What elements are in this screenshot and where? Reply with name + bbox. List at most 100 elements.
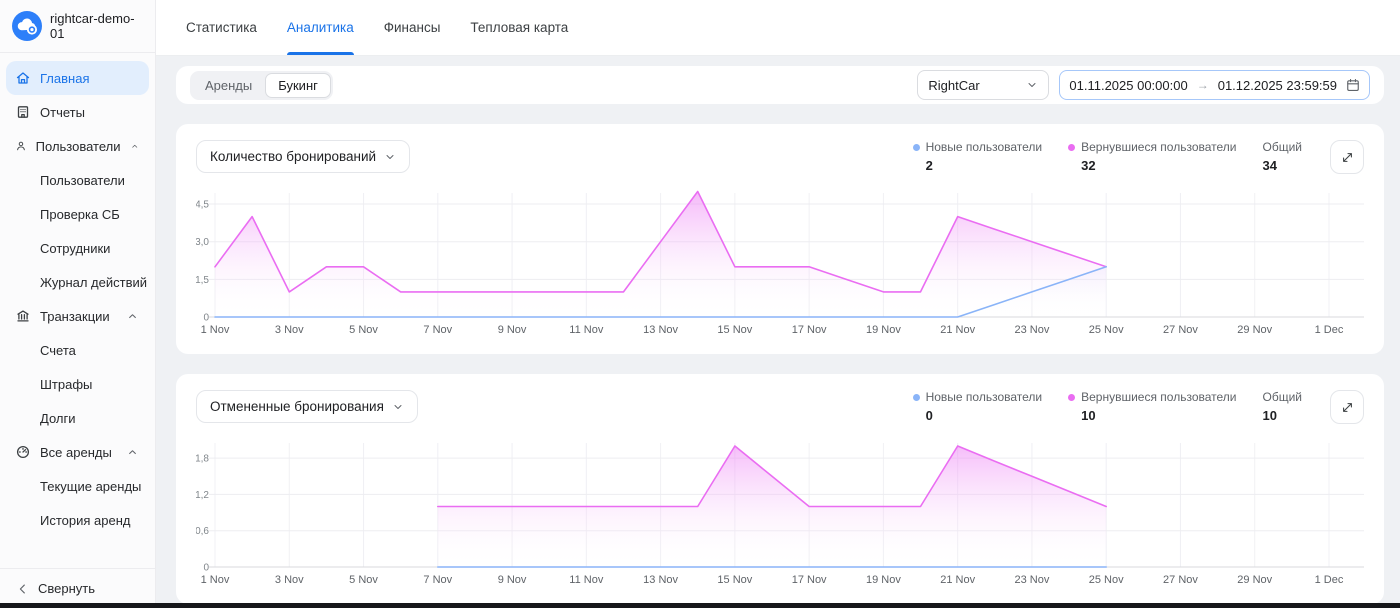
svg-text:1 Nov: 1 Nov: [201, 574, 230, 586]
legend-dot-returning: [1068, 393, 1076, 401]
sidebar-nav: Главная Отчеты Пользователи Пользователи Про…: [0, 53, 155, 568]
chart-card-1: Отмененные бронирования Новые пользовател…: [176, 374, 1384, 604]
legend-value: 32: [1081, 158, 1096, 173]
chart-metric-select[interactable]: Отмененные бронирования: [196, 390, 418, 423]
svg-text:7 Nov: 7 Nov: [423, 574, 452, 586]
sidebar-item-транзакции[interactable]: Транзакции: [6, 299, 149, 333]
date-range-start: 01.11.2025 00:00:00: [1069, 77, 1188, 93]
series-area-returning: [437, 446, 1107, 567]
legend-value: 34: [1262, 158, 1277, 173]
expand-chart-button[interactable]: [1330, 140, 1364, 174]
sidebar-subitem-сотрудники[interactable]: Сотрудники: [40, 240, 111, 256]
svg-text:9 Nov: 9 Nov: [498, 574, 527, 586]
expand-icon: [1342, 402, 1352, 412]
svg-text:23 Nov: 23 Nov: [1015, 574, 1050, 586]
sidebar-item-label: Отчеты: [40, 104, 85, 120]
tab-bar: Статистика Аналитика Финансы Тепловая карта: [156, 0, 1400, 56]
svg-text:29 Nov: 29 Nov: [1237, 574, 1272, 586]
legend-item-new: Новые пользователи 0: [912, 390, 1042, 423]
legend-label: Общий: [1262, 140, 1303, 154]
sidebar-subitem-журнал-действий[interactable]: Журнал действий: [40, 274, 148, 290]
segment-option-букинг[interactable]: Букинг: [265, 72, 331, 98]
company-select[interactable]: RightCar: [917, 70, 1050, 100]
users-icon: [17, 141, 25, 151]
svg-text:27 Nov: 27 Nov: [1163, 574, 1198, 586]
legend-dot-returning: [1068, 143, 1076, 151]
legend-item-total: Общий 34: [1263, 140, 1303, 173]
svg-text:7 Nov: 7 Nov: [423, 324, 452, 336]
svg-text:0,6: 0,6: [196, 526, 209, 537]
bottom-edge-strip: [0, 603, 1400, 608]
main-area: Статистика Аналитика Финансы Тепловая карта…: [156, 0, 1400, 608]
sidebar-item-все-аренды[interactable]: Все аренды: [6, 435, 149, 469]
sidebar-subitem-текущие-аренды[interactable]: Текущие аренды: [40, 478, 142, 494]
svg-text:4,5: 4,5: [196, 200, 209, 211]
arrow-right-icon: →: [1196, 78, 1209, 92]
segment-option-аренды[interactable]: Аренды: [192, 73, 265, 98]
collapse-label: Свернуть: [38, 581, 96, 596]
series-line-returning: [437, 445, 1107, 508]
sidebar-item-отчеты[interactable]: Отчеты: [6, 95, 149, 129]
rightcar-logo-icon: [12, 11, 42, 41]
svg-text:11 Nov: 11 Nov: [569, 574, 604, 586]
series-line-new: [214, 266, 1107, 318]
sidebar-subitem-проверка-сб[interactable]: Проверка СБ: [40, 206, 120, 222]
date-range-input[interactable]: 01.11.2025 00:00:00 → 01.12.2025 23:59:5…: [1059, 70, 1370, 100]
legend-dot-new: [912, 393, 920, 401]
sidebar: rightcar-demo-01 Главная Отчеты Пользовате…: [0, 0, 156, 608]
chart-metric-label: Количество бронирований: [210, 149, 377, 164]
legend-value: 0: [925, 408, 933, 423]
chart-metric-select[interactable]: Количество бронирований: [196, 140, 411, 173]
svg-text:1 Dec: 1 Dec: [1315, 574, 1344, 586]
sidebar-item-главная[interactable]: Главная: [6, 61, 149, 95]
legend-label: Вернувшиеся пользователи: [1081, 390, 1237, 404]
workspace-name: rightcar-demo-01: [50, 11, 135, 41]
legend-label: Общий: [1262, 390, 1303, 404]
company-select-value: RightCar: [928, 77, 980, 93]
tab-аналитика[interactable]: Аналитика: [286, 0, 354, 55]
chevron-up-icon: [129, 449, 136, 454]
legend-label-row: Новые пользователи: [912, 140, 1042, 154]
chevron-left-icon: [19, 583, 25, 594]
svg-text:23 Nov: 23 Nov: [1015, 324, 1050, 336]
date-range-end: 01.12.2025 23:59:59: [1217, 77, 1337, 93]
series-area-returning: [215, 191, 1107, 317]
legend-dot-new: [912, 143, 920, 151]
legend-label-row: Общий: [1263, 140, 1303, 154]
collapse-sidebar-button[interactable]: Свернуть: [0, 568, 155, 608]
svg-text:27 Nov: 27 Nov: [1163, 324, 1198, 336]
svg-text:0: 0: [203, 563, 209, 574]
reports-icon: [17, 106, 29, 118]
segment-toggle: Аренды Букинг: [190, 70, 333, 100]
legend-label: Вернувшиеся пользователи: [1081, 140, 1237, 154]
svg-text:19 Nov: 19 Nov: [866, 574, 901, 586]
svg-text:1 Nov: 1 Nov: [201, 324, 230, 336]
chevron-down-icon: [386, 154, 394, 159]
tab-статистика[interactable]: Статистика: [186, 20, 257, 35]
sidebar-subitem-история-аренд[interactable]: История аренд: [40, 512, 131, 528]
legend-label-row: Вернувшиеся пользователи: [1068, 390, 1237, 404]
sidebar-item-label: Все аренды: [40, 444, 112, 460]
svg-text:0: 0: [203, 313, 209, 324]
legend-item-total: Общий 10: [1263, 390, 1303, 423]
svg-text:17 Nov: 17 Nov: [792, 324, 827, 336]
svg-text:17 Nov: 17 Nov: [792, 574, 827, 586]
divider: [0, 52, 155, 53]
series-line-returning: [214, 190, 1107, 293]
sidebar-subitem-пользователи[interactable]: Пользователи: [40, 172, 125, 188]
svg-text:25 Nov: 25 Nov: [1089, 324, 1124, 336]
sidebar-subitem-штрафы[interactable]: Штрафы: [40, 376, 93, 392]
tab-финансы[interactable]: Финансы: [383, 20, 441, 35]
legend-label-row: Вернувшиеся пользователи: [1068, 140, 1237, 154]
tab-тепловая-карта[interactable]: Тепловая карта: [470, 20, 569, 35]
chart-legend: Новые пользователи 2 Вернувшиеся пользоват…: [912, 140, 1364, 174]
area-chart: 0 1,5 3,0 4,5 1 Nov 3 Nov 5 Nov 7 Nov 9 Nov 11 No…: [196, 190, 1364, 336]
expand-chart-button[interactable]: [1330, 390, 1364, 424]
chart-metric-label: Отмененные бронирования: [210, 399, 384, 414]
chart-header: Количество бронирований Новые пользовател…: [196, 140, 1364, 174]
svg-text:3 Nov: 3 Nov: [275, 574, 304, 586]
calendar-icon: [1347, 79, 1359, 91]
sidebar-subitem-счета[interactable]: Счета: [40, 342, 76, 358]
sidebar-subitem-долги[interactable]: Долги: [40, 410, 76, 426]
sidebar-item-пользователи[interactable]: Пользователи: [6, 129, 149, 163]
